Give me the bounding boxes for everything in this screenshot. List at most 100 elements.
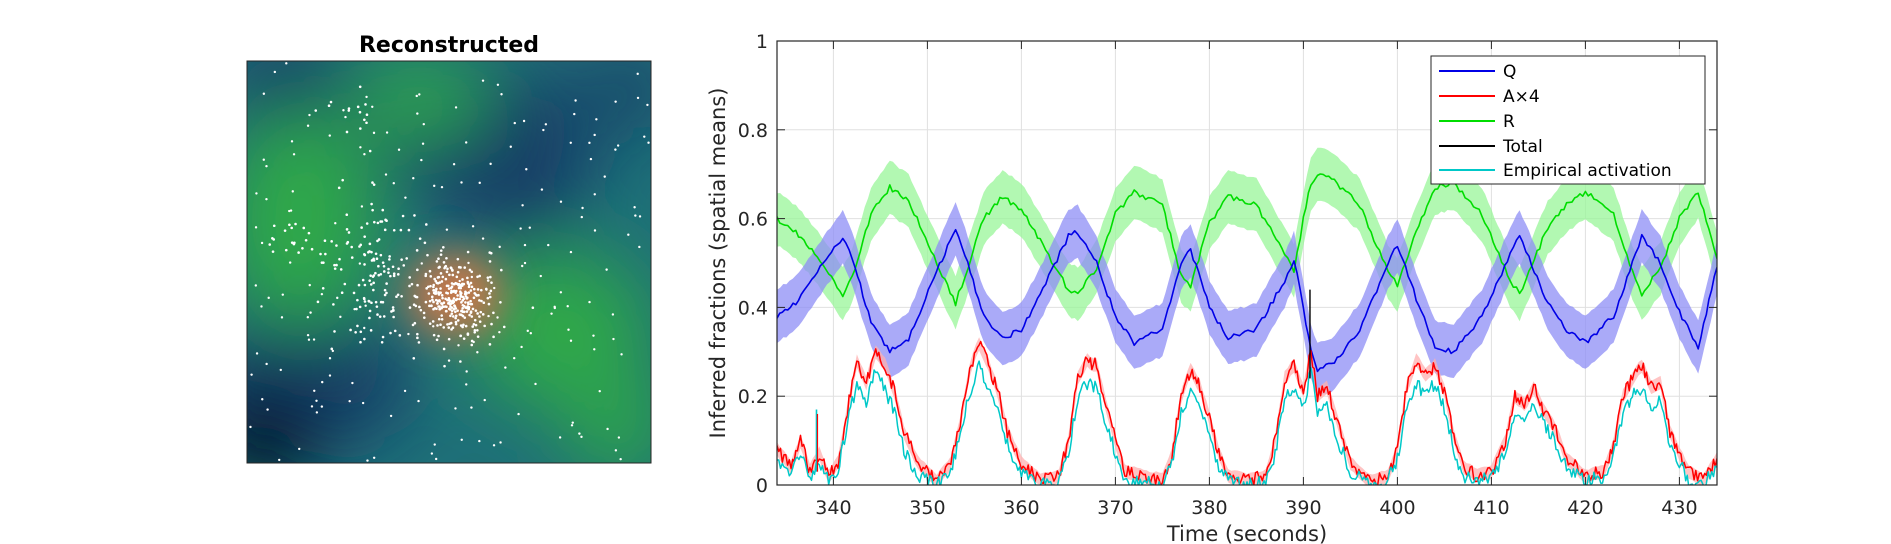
point-dot: [433, 306, 437, 310]
point-dot: [504, 366, 507, 369]
point-dot: [364, 304, 367, 307]
point-dot: [478, 315, 481, 318]
point-dot: [469, 302, 473, 306]
point-dot: [487, 314, 490, 318]
point-dot: [571, 421, 574, 424]
point-dot: [437, 317, 441, 321]
point-dot: [416, 283, 419, 287]
point-dot: [430, 452, 434, 455]
point-dot: [301, 247, 304, 250]
point-dot: [452, 297, 456, 300]
point-dot: [634, 214, 637, 217]
point-dot: [320, 261, 324, 264]
point-dot: [488, 295, 492, 299]
point-dot: [492, 335, 495, 339]
point-dot: [395, 295, 398, 299]
point-dot: [455, 275, 459, 279]
point-dot: [372, 288, 375, 292]
point-dot: [593, 193, 596, 196]
point-dot: [578, 432, 581, 435]
point-dot: [472, 322, 476, 326]
point-dot: [392, 228, 396, 232]
green-region: [570, 380, 651, 463]
point-dot: [440, 294, 444, 297]
point-dot: [432, 289, 436, 292]
point-dot: [398, 334, 402, 337]
point-dot: [382, 264, 386, 268]
point-dot: [260, 241, 264, 245]
point-dot: [489, 162, 492, 166]
image-frame: [246, 60, 652, 464]
point-dot: [550, 312, 553, 315]
point-dot: [520, 345, 523, 349]
point-dot: [473, 328, 477, 332]
point-dot: [476, 335, 480, 338]
point-dot: [588, 141, 591, 145]
point-dot: [429, 275, 433, 278]
point-dot: [401, 214, 405, 218]
point-dot: [539, 274, 542, 278]
q-series-line: [777, 228, 1717, 373]
point-dot: [483, 324, 486, 328]
point-dot: [425, 287, 428, 290]
point-dot: [442, 326, 446, 329]
point-dot: [446, 267, 449, 271]
point-dot: [416, 268, 419, 272]
point-dot: [262, 92, 266, 95]
point-dot: [456, 319, 460, 322]
point-dot: [388, 258, 391, 261]
point-dot: [442, 261, 446, 264]
point-dot: [397, 267, 400, 270]
point-dot: [265, 197, 268, 201]
point-dot: [337, 186, 341, 190]
point-dot: [450, 302, 453, 305]
point-dot: [410, 282, 414, 286]
point-dot: [447, 287, 451, 290]
point-dot: [521, 204, 524, 207]
point-dot: [614, 100, 617, 103]
point-dot: [480, 299, 483, 303]
point-dot: [493, 286, 496, 290]
point-dot: [481, 79, 485, 82]
point-dot: [589, 157, 593, 161]
point-dot: [354, 331, 357, 334]
point-dot: [437, 257, 440, 261]
point-dot: [358, 305, 362, 309]
point-dot: [310, 247, 314, 251]
point-dot: [273, 70, 277, 74]
point-dot: [447, 284, 450, 288]
point-dot: [606, 427, 609, 431]
point-dot: [616, 144, 620, 147]
point-dot: [306, 316, 310, 319]
point-dot: [444, 297, 447, 301]
point-dot: [262, 158, 265, 161]
point-dot: [371, 275, 375, 278]
point-dot: [558, 436, 562, 439]
point-dot: [453, 304, 456, 307]
point-dot: [483, 398, 486, 402]
point-dot: [445, 291, 448, 295]
point-dot: [481, 237, 485, 240]
point-dot: [324, 252, 327, 256]
point-dot: [284, 248, 288, 252]
point-dot: [368, 279, 371, 282]
point-dot: [513, 356, 516, 360]
point-dot: [462, 323, 465, 327]
point-dot: [430, 295, 434, 299]
point-dot: [469, 299, 472, 303]
point-dot: [523, 261, 527, 265]
point-dot: [358, 262, 362, 265]
point-dot: [297, 251, 300, 254]
point-dot: [383, 293, 387, 297]
point-dot: [486, 276, 490, 279]
point-dot: [436, 301, 439, 305]
point-dot: [377, 264, 380, 268]
point-dot: [349, 328, 352, 332]
point-dot: [370, 250, 373, 254]
point-dot: [306, 124, 310, 127]
point-dot: [370, 202, 373, 206]
point-dot: [261, 398, 264, 401]
point-dot: [368, 242, 372, 246]
point-dot: [333, 330, 336, 333]
point-dot: [473, 318, 477, 322]
